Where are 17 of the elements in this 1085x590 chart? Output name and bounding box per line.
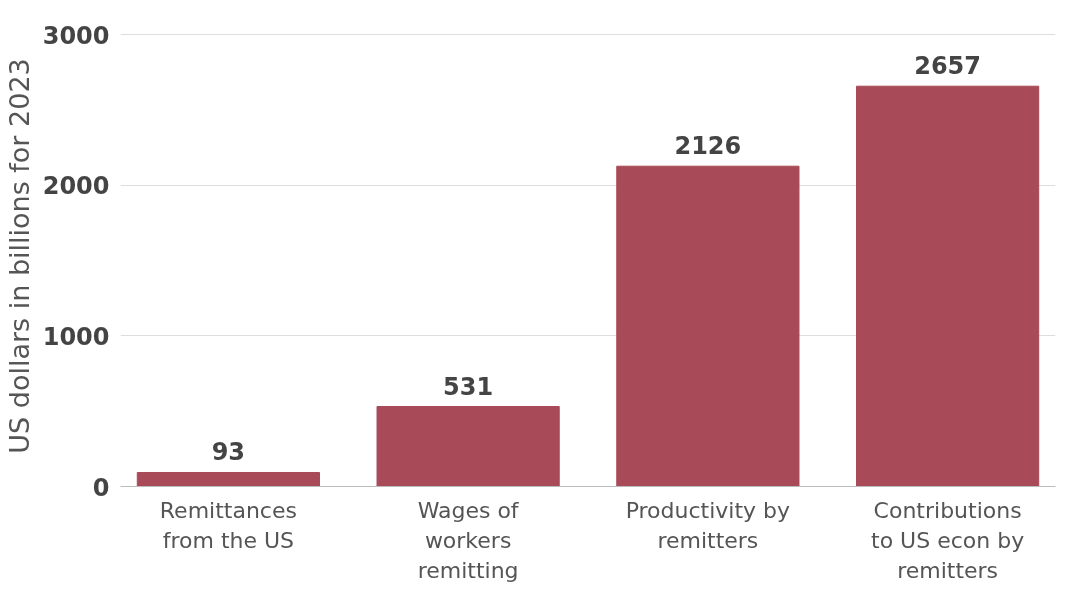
bar	[136, 471, 320, 487]
data-label: 531	[443, 372, 494, 401]
x-tick-label: Contributions to US econ by remitters	[871, 497, 1025, 583]
y-tick-label: 2000	[42, 172, 110, 201]
bar	[616, 165, 800, 487]
bar	[856, 85, 1040, 487]
data-label: 93	[211, 438, 246, 467]
x-tick-label: Remittances from the US	[159, 497, 297, 553]
y-tick-label: 0	[92, 473, 110, 502]
y-tick-label: 1000	[42, 322, 110, 351]
y-axis-title: US dollars in billions for 2023	[3, 58, 35, 454]
bar	[376, 406, 560, 487]
y-tick-label: 3000	[42, 21, 110, 50]
data-label: 2657	[914, 52, 982, 81]
x-tick-label: Productivity by remitters	[625, 497, 791, 553]
data-label: 2126	[674, 132, 742, 161]
x-tick-label: Wages of workers remitting	[417, 497, 520, 583]
